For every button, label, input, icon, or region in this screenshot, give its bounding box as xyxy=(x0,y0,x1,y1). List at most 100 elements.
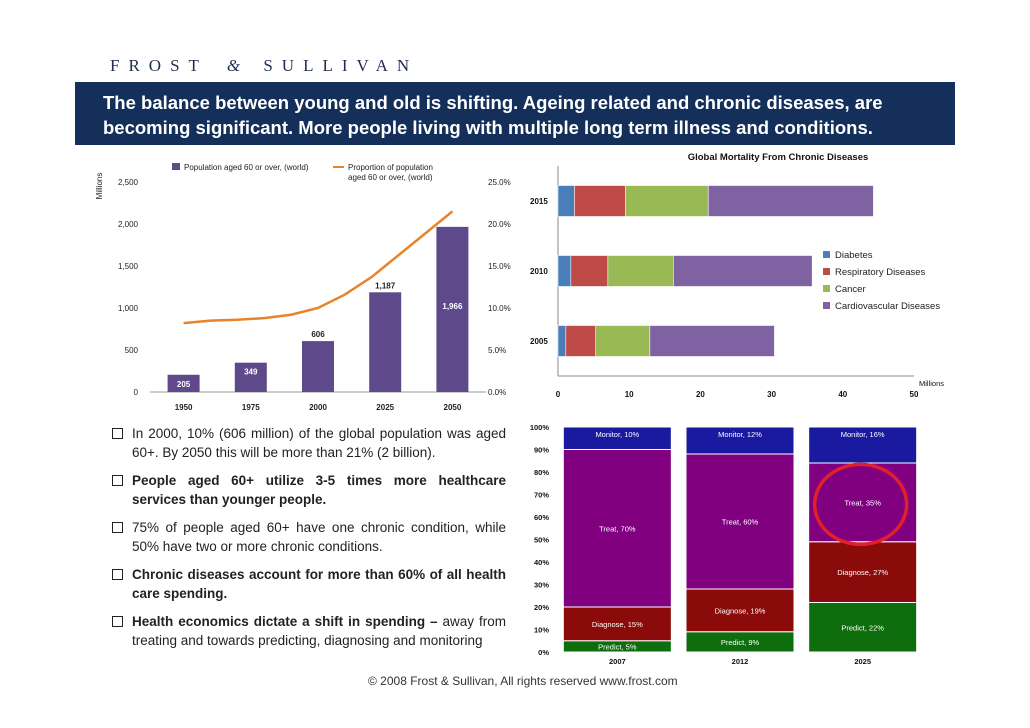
y-tick-left: 500 xyxy=(125,346,139,355)
legend-label: Cancer xyxy=(835,284,866,295)
logo-ampersand: & xyxy=(226,56,241,75)
y-tick-right: 15.0% xyxy=(488,262,511,271)
legend-label-bars: Population aged 60 or over, (world) xyxy=(184,163,309,172)
segment-data-label: Diagnose, 19% xyxy=(715,606,766,615)
y-tick-right: 20.0% xyxy=(488,220,511,229)
segment-data-label: Monitor, 16% xyxy=(841,430,885,439)
bar-segment xyxy=(557,255,572,287)
x-tick-label: 2025 xyxy=(854,657,871,666)
y-tick-label: 50% xyxy=(534,536,549,545)
bar-segment xyxy=(562,606,672,642)
logo-right: SULLIVAN xyxy=(263,56,419,75)
bar-segment xyxy=(574,185,626,217)
y-tick-left: 1,000 xyxy=(118,304,139,313)
bar-segment xyxy=(562,426,672,450)
bar-segment xyxy=(570,255,609,287)
y-tick-right: 0.0% xyxy=(488,388,506,397)
bullet-4: Chronic diseases account for more than 6… xyxy=(112,565,506,603)
y-tick-right: 10.0% xyxy=(488,304,511,313)
bar-segment xyxy=(562,449,672,608)
y-tick-left: 2,500 xyxy=(118,178,139,187)
y-tick-label: 2010 xyxy=(530,267,548,276)
y-tick-label: 70% xyxy=(534,491,549,500)
bullet-1: In 2000, 10% (606 million) of the global… xyxy=(112,424,506,462)
highlight-circle xyxy=(812,462,909,547)
checkbox-bullet-icon xyxy=(112,616,123,627)
x-tick-label: 2000 xyxy=(309,403,327,412)
bullet-list: In 2000, 10% (606 million) of the global… xyxy=(112,424,506,659)
x-tick-label: 10 xyxy=(625,390,634,399)
y-tick-label: 20% xyxy=(534,603,549,612)
bullet-5-tail: away from treating and towards predictin… xyxy=(132,614,506,648)
bar-population xyxy=(234,362,267,392)
population-chart: Population aged 60 or over, (world) Propo… xyxy=(96,163,511,412)
segment-data-label: Monitor, 10% xyxy=(595,430,639,439)
bar-segment xyxy=(808,541,918,603)
mortality-chart: Global Mortality From Chronic Diseases 0 1… xyxy=(530,152,944,399)
x-axis-label: Millions xyxy=(919,379,944,388)
segment-data-label: Treat, 60% xyxy=(722,518,759,527)
segment-data-label: Monitor, 12% xyxy=(718,430,762,439)
bullet-2-text: People aged 60+ utilize 3-5 times more h… xyxy=(132,473,506,507)
bar-segment xyxy=(649,325,775,357)
bar-segment xyxy=(685,453,795,590)
segment-data-label: Diagnose, 27% xyxy=(837,568,888,577)
legend-label: Respiratory Diseases xyxy=(835,267,926,278)
bullet-5: Health economics dictate a shift in spen… xyxy=(112,612,506,650)
bar-segment xyxy=(595,325,651,357)
x-tick-label: 2050 xyxy=(444,403,462,412)
bar-data-label: 205 xyxy=(177,380,191,389)
legend-swatch-bars xyxy=(172,163,180,170)
x-tick-label: 1950 xyxy=(175,403,193,412)
bar-segment xyxy=(808,426,918,464)
bar-segment xyxy=(625,185,709,217)
x-tick-label: 2007 xyxy=(609,657,626,666)
bar-segment xyxy=(557,325,567,357)
legend-label-line-1: Proportion of population xyxy=(348,163,433,172)
bar-population xyxy=(167,374,200,392)
title-line-2: becoming significant. More people living… xyxy=(103,117,873,138)
bar-segment xyxy=(707,185,874,217)
legend-label: Cardiovascular Diseases xyxy=(835,301,940,312)
y-tick-label: 30% xyxy=(534,581,549,590)
y-tick-label: 10% xyxy=(534,626,549,635)
y-tick-label: 2005 xyxy=(530,337,548,346)
checkbox-bullet-icon xyxy=(112,522,123,533)
segment-data-label: Predict, 22% xyxy=(841,623,884,632)
legend-label-line-2: aged 60 or over, (world) xyxy=(348,173,433,182)
title-banner: The balance between young and old is shi… xyxy=(75,82,955,145)
y-tick-label: 0% xyxy=(538,648,549,657)
company-logo: FROST & SULLIVAN xyxy=(110,56,418,76)
chart-title: Global Mortality From Chronic Diseases xyxy=(688,152,869,163)
x-tick-label: 2012 xyxy=(732,657,749,666)
bar-segment xyxy=(557,185,575,217)
bar-segment xyxy=(673,255,813,287)
y-axis-label: Millions xyxy=(96,173,104,200)
bar-population xyxy=(436,226,469,392)
x-tick-label: 1975 xyxy=(242,403,260,412)
bullet-1-text: In 2000, 10% (606 million) of the global… xyxy=(132,426,506,460)
y-tick-left: 0 xyxy=(134,388,139,397)
y-tick-label: 100% xyxy=(530,423,550,432)
bullet-2: People aged 60+ utilize 3-5 times more h… xyxy=(112,471,506,509)
bar-data-label: 1,966 xyxy=(442,302,463,311)
x-tick-label: 2025 xyxy=(376,403,394,412)
x-tick-label: 20 xyxy=(696,390,705,399)
bar-data-label: 1,187 xyxy=(375,281,396,290)
bar-segment xyxy=(685,588,795,633)
copyright-footer: © 2008 Frost & Sullivan, All rights rese… xyxy=(368,674,678,688)
checkbox-bullet-icon xyxy=(112,428,123,439)
y-tick-label: 80% xyxy=(534,468,549,477)
bar-segment xyxy=(565,325,597,357)
y-tick-label: 2015 xyxy=(530,197,548,206)
checkbox-bullet-icon xyxy=(112,569,123,580)
legend-swatch xyxy=(823,302,830,309)
bar-population xyxy=(369,292,402,392)
y-tick-right: 5.0% xyxy=(488,346,506,355)
segment-data-label: Predict, 9% xyxy=(721,638,760,647)
x-tick-label: 30 xyxy=(767,390,776,399)
legend-swatch xyxy=(823,251,830,258)
x-tick-label: 0 xyxy=(556,390,561,399)
bullet-3-text: 75% of people aged 60+ have one chronic … xyxy=(132,520,506,554)
y-tick-right: 25.0% xyxy=(488,178,511,187)
